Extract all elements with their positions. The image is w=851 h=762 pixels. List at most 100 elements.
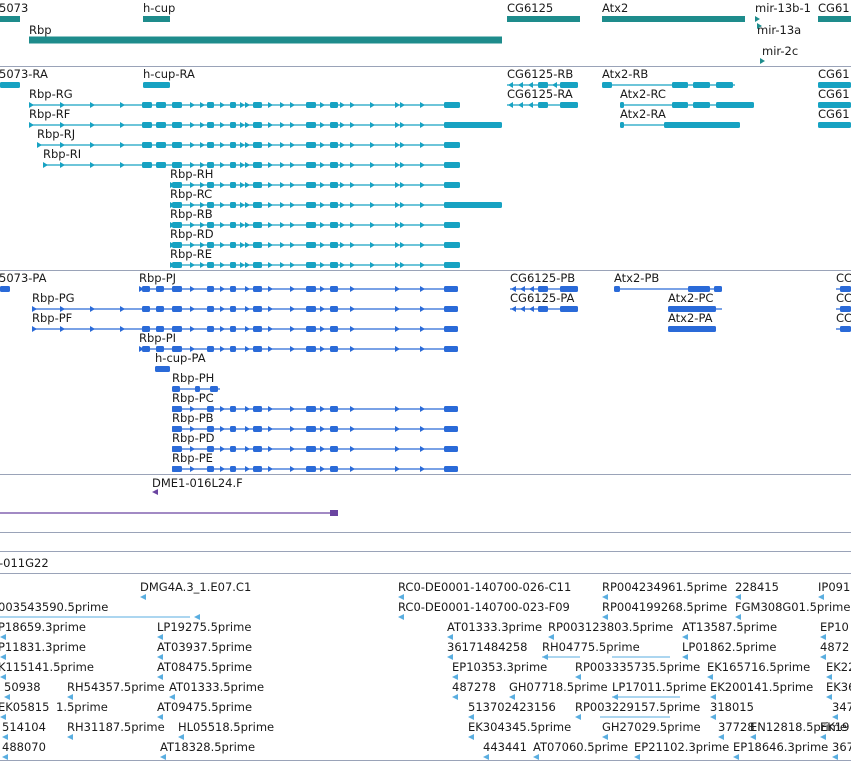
transcript-glyph[interactable] bbox=[37, 142, 460, 148]
est-glyph[interactable] bbox=[548, 634, 554, 640]
protein-glyph[interactable] bbox=[32, 306, 458, 312]
est-glyph[interactable] bbox=[826, 694, 832, 700]
protein-glyph[interactable] bbox=[32, 326, 458, 332]
protein-glyph[interactable] bbox=[836, 326, 851, 332]
est-glyph[interactable] bbox=[710, 694, 716, 700]
est-glyph[interactable] bbox=[468, 734, 474, 740]
est-glyph[interactable] bbox=[634, 754, 640, 760]
est-glyph[interactable] bbox=[602, 594, 608, 600]
protein-glyph[interactable] bbox=[836, 306, 851, 312]
est-glyph[interactable] bbox=[398, 594, 404, 600]
est-glyph[interactable] bbox=[178, 734, 184, 740]
est-glyph[interactable] bbox=[157, 674, 163, 680]
est-glyph[interactable] bbox=[447, 654, 453, 660]
est-glyph[interactable] bbox=[682, 634, 688, 640]
transcript-glyph[interactable] bbox=[0, 82, 20, 88]
est-glyph[interactable] bbox=[169, 694, 175, 700]
est-glyph[interactable] bbox=[468, 714, 474, 720]
clone-glyph[interactable] bbox=[152, 489, 158, 495]
est-glyph[interactable] bbox=[832, 714, 838, 720]
est-glyph[interactable] bbox=[0, 674, 6, 680]
transcript-glyph[interactable] bbox=[602, 82, 735, 88]
transcript-glyph[interactable] bbox=[507, 82, 578, 88]
transcript-glyph[interactable] bbox=[43, 162, 460, 168]
clone-glyph[interactable] bbox=[330, 510, 338, 516]
est-glyph[interactable] bbox=[707, 674, 713, 680]
est-glyph[interactable] bbox=[398, 614, 404, 620]
gene-bar[interactable] bbox=[0, 16, 20, 22]
protein-glyph[interactable] bbox=[139, 346, 458, 352]
gene-bar[interactable] bbox=[818, 16, 851, 22]
est-glyph[interactable] bbox=[820, 654, 826, 660]
transcript-glyph[interactable] bbox=[818, 82, 851, 88]
protein-glyph[interactable] bbox=[155, 366, 170, 372]
protein-glyph[interactable] bbox=[510, 286, 578, 292]
protein-glyph[interactable] bbox=[139, 286, 458, 292]
est-glyph[interactable] bbox=[194, 614, 200, 620]
est-glyph[interactable] bbox=[447, 634, 453, 640]
transcript-glyph[interactable] bbox=[170, 222, 460, 228]
est-glyph[interactable] bbox=[452, 694, 458, 700]
est-glyph[interactable] bbox=[4, 694, 10, 700]
protein-glyph[interactable] bbox=[172, 406, 458, 412]
est-glyph[interactable] bbox=[157, 634, 163, 640]
est-glyph[interactable] bbox=[602, 614, 608, 620]
transcript-glyph[interactable] bbox=[620, 122, 740, 128]
protein-glyph[interactable] bbox=[172, 426, 458, 432]
est-glyph[interactable] bbox=[575, 714, 581, 720]
est-glyph[interactable] bbox=[67, 734, 73, 740]
est-glyph[interactable] bbox=[820, 634, 826, 640]
est-glyph[interactable] bbox=[832, 754, 838, 760]
protein-glyph[interactable] bbox=[836, 286, 851, 292]
est-glyph[interactable] bbox=[602, 734, 608, 740]
est-glyph[interactable] bbox=[67, 694, 73, 700]
transcript-glyph[interactable] bbox=[170, 242, 460, 248]
transcript-glyph[interactable] bbox=[170, 182, 460, 188]
est-glyph[interactable] bbox=[2, 734, 8, 740]
est-glyph[interactable] bbox=[2, 754, 8, 760]
est-glyph[interactable] bbox=[0, 714, 6, 720]
est-glyph[interactable] bbox=[160, 754, 166, 760]
gene-bar[interactable] bbox=[755, 16, 760, 22]
transcript-glyph[interactable] bbox=[620, 102, 754, 108]
gene-bar[interactable] bbox=[507, 16, 580, 22]
protein-glyph[interactable] bbox=[172, 386, 220, 392]
est-glyph[interactable] bbox=[718, 734, 724, 740]
est-glyph[interactable] bbox=[533, 754, 539, 760]
est-glyph[interactable] bbox=[575, 674, 581, 680]
protein-glyph[interactable] bbox=[668, 326, 716, 332]
gene-bar[interactable] bbox=[757, 23, 762, 29]
est-glyph[interactable] bbox=[826, 674, 832, 680]
protein-glyph[interactable] bbox=[668, 306, 722, 312]
protein-glyph[interactable] bbox=[172, 446, 458, 452]
transcript-glyph[interactable] bbox=[29, 122, 502, 128]
est-glyph[interactable] bbox=[140, 594, 146, 600]
est-glyph[interactable] bbox=[483, 754, 489, 760]
est-glyph[interactable] bbox=[820, 734, 826, 740]
gene-bar[interactable] bbox=[143, 16, 170, 22]
est-glyph[interactable] bbox=[157, 654, 163, 660]
protein-glyph[interactable] bbox=[172, 466, 458, 472]
gene-bar[interactable] bbox=[29, 36, 502, 44]
est-glyph[interactable] bbox=[0, 654, 6, 660]
est-glyph[interactable] bbox=[157, 714, 163, 720]
transcript-glyph[interactable] bbox=[170, 262, 460, 268]
transcript-glyph[interactable] bbox=[818, 102, 851, 108]
transcript-glyph[interactable] bbox=[170, 202, 502, 208]
est-glyph[interactable] bbox=[750, 734, 756, 740]
protein-glyph[interactable] bbox=[510, 306, 578, 312]
est-glyph[interactable] bbox=[509, 694, 515, 700]
est-glyph[interactable] bbox=[733, 754, 739, 760]
est-glyph[interactable] bbox=[818, 594, 824, 600]
est-glyph[interactable] bbox=[452, 674, 458, 680]
transcript-glyph[interactable] bbox=[29, 102, 460, 108]
est-glyph[interactable] bbox=[735, 594, 741, 600]
protein-glyph[interactable] bbox=[0, 286, 10, 292]
est-glyph[interactable] bbox=[735, 614, 741, 620]
est-glyph[interactable] bbox=[682, 654, 688, 660]
est-glyph[interactable] bbox=[710, 714, 716, 720]
protein-glyph[interactable] bbox=[614, 286, 722, 292]
gene-bar[interactable] bbox=[760, 58, 765, 64]
gene-bar[interactable] bbox=[602, 16, 745, 22]
transcript-glyph[interactable] bbox=[507, 102, 578, 108]
